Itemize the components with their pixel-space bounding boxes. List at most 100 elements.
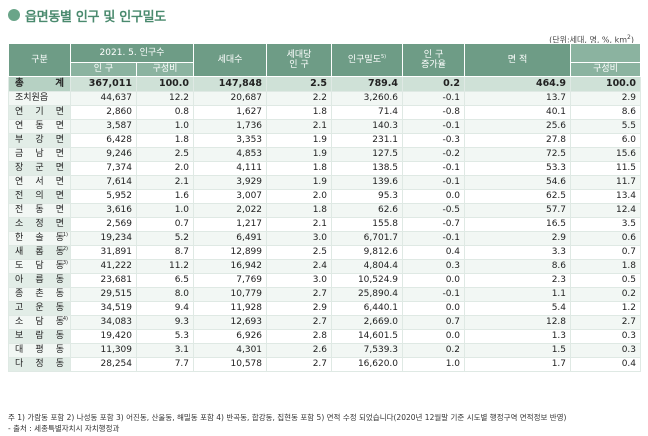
- district-name-cell: 부 강 면: [8, 133, 71, 148]
- cell-density: 95.3: [331, 189, 404, 204]
- cell-per-hh: 2.5: [266, 245, 333, 260]
- table-row: 한 솔 동 1) 19,234 5.2 6,491 3.0 6,701.7 -0.1 2.9 0.…: [8, 231, 642, 246]
- cell-pop: 3,587: [70, 119, 137, 134]
- source-note: - 출처 : 세종특별자치시 자치행정과: [8, 424, 120, 433]
- cell-area: 1.7: [464, 357, 572, 372]
- cell-area: 1.5: [464, 343, 572, 358]
- cell-area-share: 2.7: [570, 315, 642, 330]
- unit-superscript: 2: [627, 34, 631, 41]
- cell-per-hh: 2.8: [266, 329, 333, 344]
- cell-density: 10,524.9: [331, 273, 404, 288]
- cell-pop-share: 8.0: [135, 287, 195, 302]
- cell-per-hh: 2.1: [266, 217, 333, 232]
- district-name-cell: 연 동 면: [8, 119, 71, 134]
- cell-pop: 23,681: [70, 273, 137, 288]
- cell-households: 16,942: [193, 259, 268, 274]
- cell-area: 57.7: [464, 203, 572, 218]
- district-name-cell: 전 의 면: [8, 189, 71, 204]
- cell-pop: 34,083: [70, 315, 137, 330]
- cell-pop: 19,234: [70, 231, 137, 246]
- district-name-cell: 소 담 동 4): [8, 315, 71, 330]
- unit-text: (단위:세대, 명, %, km: [549, 35, 628, 45]
- cell-per-hh: 2.7: [266, 357, 333, 372]
- cell-per-hh: 2.7: [266, 315, 333, 330]
- header-population: 인 구: [70, 62, 137, 77]
- cell-area-share: 8.6: [570, 105, 642, 120]
- cell-density: 139.6: [331, 175, 404, 190]
- cell-area: 12.8: [464, 315, 572, 330]
- cell-growth: 0.3: [402, 259, 466, 274]
- cell-pop: 9,246: [70, 147, 137, 162]
- cell-area: 25.6: [464, 119, 572, 134]
- header-per-household-line1: 세대당: [286, 50, 312, 60]
- cell-growth: 0.0: [402, 329, 466, 344]
- cell-households: 1,627: [193, 105, 268, 120]
- cell-area: 8.6: [464, 259, 572, 274]
- table-row: 전 의 면 5,952 1.6 3,007 2.0 95.3 0.0 62.5 13.4: [8, 189, 642, 204]
- cell-growth: -0.3: [402, 133, 466, 148]
- cell-pop-share: 5.3: [135, 329, 195, 344]
- table-row: 다 정 동 28,254 7.7 10,578 2.7 16,620.0 1.0 1.7 0.4: [8, 357, 642, 372]
- header-area-blank: [570, 43, 642, 63]
- cell-pop-share: 1.0: [135, 203, 195, 218]
- title-bullet-icon: [8, 9, 20, 21]
- header-population-group: 2021. 5. 인구수: [69, 43, 195, 63]
- table-row: 대 평 동 11,309 3.1 4,301 2.6 7,539.3 0.2 1.5 0.3: [8, 343, 642, 358]
- cell-growth: -0.1: [402, 175, 466, 190]
- cell-households: 1,736: [193, 119, 268, 134]
- cell-growth: -0.7: [402, 217, 466, 232]
- cell-pop: 3,616: [70, 203, 137, 218]
- district-name-cell: 고 운 동: [8, 301, 71, 316]
- district-name-cell: 총 계: [8, 76, 71, 92]
- cell-area: 2.9: [464, 231, 572, 246]
- cell-pop-share: 2.0: [135, 161, 195, 176]
- cell-growth: 0.4: [402, 245, 466, 260]
- district-name-cell: 대 평 동: [8, 343, 71, 358]
- cell-growth: -0.1: [402, 287, 466, 302]
- footnote: 주 1) 가람동 포함 2) 나성동 포함 3) 어진동, 산울동, 해밀동 포…: [8, 413, 567, 422]
- district-name-cell: 다 정 동: [8, 357, 71, 372]
- cell-per-hh: 1.8: [266, 203, 333, 218]
- cell-area-share: 5.5: [570, 119, 642, 134]
- cell-growth: 0.0: [402, 189, 466, 204]
- cell-density: 2,669.0: [331, 315, 404, 330]
- table-row: 조치원읍 44,637 12.2 20,687 2.2 3,260.6 -0.1 13.7 2.…: [8, 91, 642, 106]
- table-row: 연 동 면 3,587 1.0 1,736 2.1 140.3 -0.1 25.6 5.5: [8, 119, 642, 134]
- cell-area-share: 3.5: [570, 217, 642, 232]
- cell-pop-share: 8.7: [135, 245, 195, 260]
- cell-households: 11,928: [193, 301, 268, 316]
- cell-pop-share: 11.2: [135, 259, 195, 274]
- cell-pop-share: 1.0: [135, 119, 195, 134]
- cell-area: 1.3: [464, 329, 572, 344]
- cell-pop: 41,222: [70, 259, 137, 274]
- district-name-cell: 새 롬 동 2): [8, 245, 71, 260]
- header-density-label: 인구밀도: [347, 55, 381, 65]
- cell-density: 140.3: [331, 119, 404, 134]
- cell-area: 27.8: [464, 133, 572, 148]
- cell-households: 4,301: [193, 343, 268, 358]
- district-name-cell: 아 름 동: [8, 273, 71, 288]
- cell-density: 7,539.3: [331, 343, 404, 358]
- cell-pop-share: 1.6: [135, 189, 195, 204]
- cell-growth: -0.5: [402, 203, 466, 218]
- cell-pop: 31,891: [70, 245, 137, 260]
- district-name-cell: 조치원읍: [8, 91, 71, 106]
- header-district: 구분: [8, 43, 71, 77]
- cell-pop-share: 9.3: [135, 315, 195, 330]
- district-note-mark: 3): [62, 260, 68, 266]
- cell-pop-share: 6.5: [135, 273, 195, 288]
- cell-households: 4,853: [193, 147, 268, 162]
- cell-area-share: 6.0: [570, 133, 642, 148]
- cell-households: 12,899: [193, 245, 268, 260]
- cell-households: 3,007: [193, 189, 268, 204]
- cell-growth: -0.1: [402, 231, 466, 246]
- cell-per-hh: 1.9: [266, 147, 333, 162]
- district-name-cell: 종 촌 동: [8, 287, 71, 302]
- cell-area-share: 12.4: [570, 203, 642, 218]
- cell-pop: 28,254: [70, 357, 137, 372]
- cell-pop-share: 2.1: [135, 175, 195, 190]
- table-row: 금 남 면 9,246 2.5 4,853 1.9 127.5 -0.2 72.5 15.6: [8, 147, 642, 162]
- cell-growth: 0.2: [402, 343, 466, 358]
- cell-households: 6,926: [193, 329, 268, 344]
- cell-area: 1.1: [464, 287, 572, 302]
